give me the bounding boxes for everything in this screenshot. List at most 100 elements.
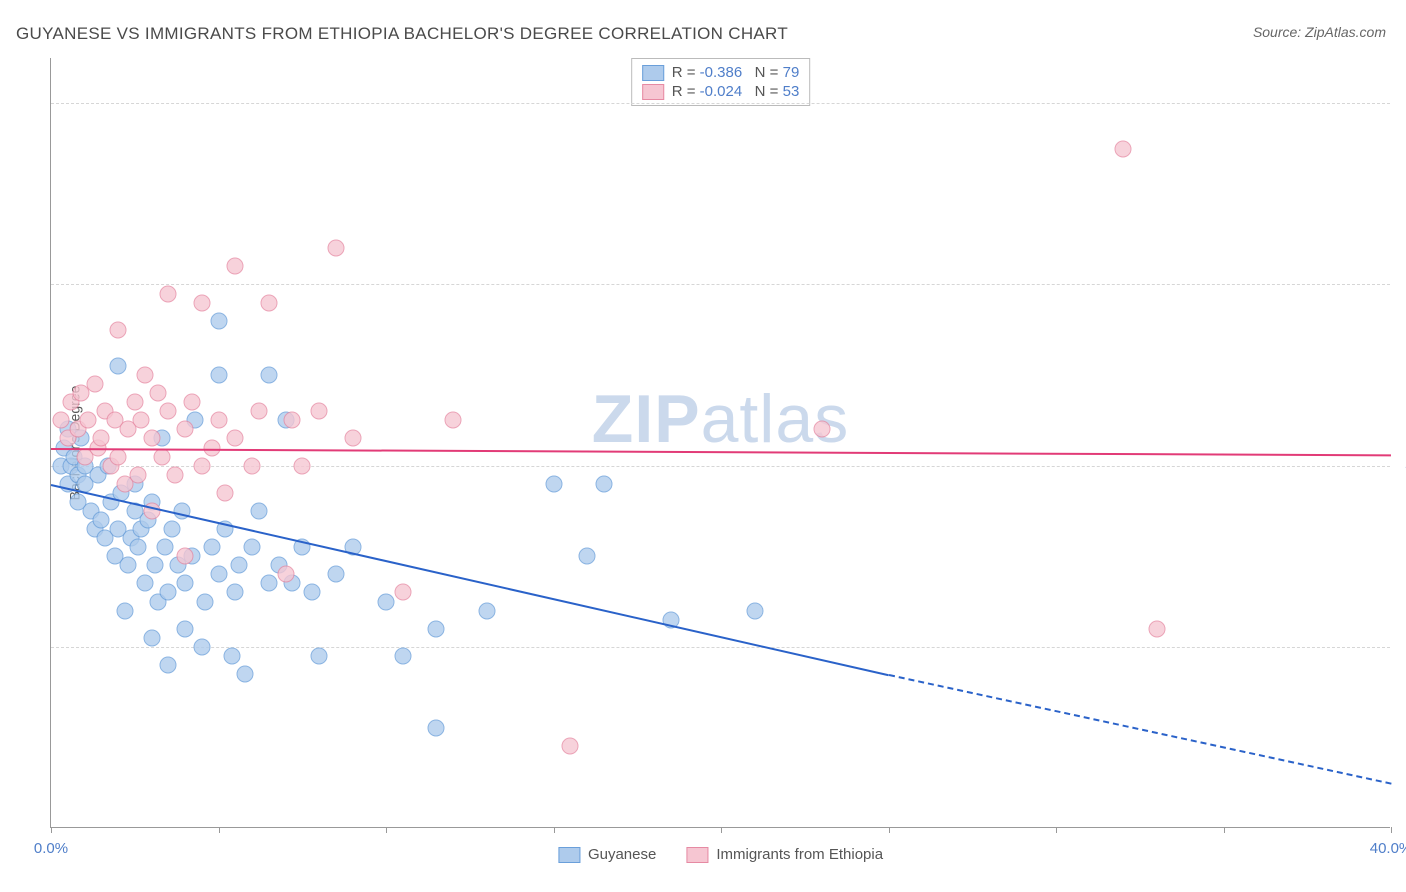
data-point	[1115, 140, 1132, 157]
data-point	[53, 412, 70, 429]
data-point	[150, 385, 167, 402]
data-point	[130, 466, 147, 483]
data-point	[311, 647, 328, 664]
data-point	[260, 575, 277, 592]
data-point	[203, 439, 220, 456]
data-point	[153, 448, 170, 465]
data-point	[110, 321, 127, 338]
data-point	[197, 593, 214, 610]
data-point	[120, 557, 137, 574]
x-tick	[386, 827, 387, 833]
data-point	[130, 539, 147, 556]
data-point	[193, 294, 210, 311]
legend-swatch-guyanese	[642, 65, 664, 81]
x-tick	[219, 827, 220, 833]
stats-legend: R = -0.386 N = 79 R = -0.024 N = 53	[631, 58, 811, 106]
data-point	[260, 367, 277, 384]
data-point	[93, 430, 110, 447]
legend-swatch-guyanese	[558, 847, 580, 863]
chart-title: GUYANESE VS IMMIGRANTS FROM ETHIOPIA BAC…	[16, 24, 788, 44]
stats-text: R = -0.024 N = 53	[672, 83, 800, 100]
data-point	[230, 557, 247, 574]
x-tick	[889, 827, 890, 833]
data-point	[562, 738, 579, 755]
data-point	[160, 584, 177, 601]
data-point	[223, 647, 240, 664]
x-tick	[1056, 827, 1057, 833]
x-tick-label: 40.0%	[1370, 840, 1406, 857]
trend-line	[51, 448, 1391, 456]
data-point	[344, 430, 361, 447]
bottom-legend: Guyanese Immigrants from Ethiopia	[558, 846, 883, 863]
y-tick-label: 80.0%	[1398, 95, 1406, 112]
stats-text: R = -0.386 N = 79	[672, 64, 800, 81]
data-point	[277, 566, 294, 583]
data-point	[746, 602, 763, 619]
data-point	[237, 666, 254, 683]
y-tick-label: 40.0%	[1398, 457, 1406, 474]
data-point	[260, 294, 277, 311]
x-tick	[1391, 827, 1392, 833]
data-point	[177, 575, 194, 592]
data-point	[327, 566, 344, 583]
data-point	[227, 584, 244, 601]
data-point	[244, 457, 261, 474]
stats-row: R = -0.024 N = 53	[642, 82, 800, 101]
y-tick-label: 60.0%	[1398, 276, 1406, 293]
stats-row: R = -0.386 N = 79	[642, 63, 800, 82]
chart-container: GUYANESE VS IMMIGRANTS FROM ETHIOPIA BAC…	[0, 0, 1406, 892]
data-point	[250, 502, 267, 519]
data-point	[210, 412, 227, 429]
data-point	[143, 430, 160, 447]
data-point	[163, 521, 180, 538]
data-point	[445, 412, 462, 429]
data-point	[227, 430, 244, 447]
data-point	[311, 403, 328, 420]
data-point	[126, 394, 143, 411]
data-point	[227, 258, 244, 275]
data-point	[210, 312, 227, 329]
data-point	[428, 720, 445, 737]
data-point	[116, 602, 133, 619]
gridline	[51, 103, 1390, 104]
data-point	[545, 475, 562, 492]
data-point	[133, 412, 150, 429]
data-point	[394, 647, 411, 664]
data-point	[244, 539, 261, 556]
data-point	[193, 638, 210, 655]
data-point	[143, 629, 160, 646]
x-tick	[51, 827, 52, 833]
legend-item-ethiopia: Immigrants from Ethiopia	[686, 846, 883, 863]
data-point	[136, 367, 153, 384]
data-point	[110, 358, 127, 375]
data-point	[79, 412, 96, 429]
legend-swatch-ethiopia	[642, 84, 664, 100]
data-point	[378, 593, 395, 610]
watermark: ZIPatlas	[592, 380, 849, 458]
data-point	[146, 557, 163, 574]
data-point	[428, 620, 445, 637]
data-point	[177, 421, 194, 438]
data-point	[203, 539, 220, 556]
data-point	[160, 403, 177, 420]
data-point	[110, 448, 127, 465]
data-point	[478, 602, 495, 619]
data-point	[217, 484, 234, 501]
data-point	[304, 584, 321, 601]
source-label: Source: ZipAtlas.com	[1253, 24, 1386, 40]
data-point	[210, 566, 227, 583]
data-point	[327, 240, 344, 257]
data-point	[579, 548, 596, 565]
data-point	[160, 285, 177, 302]
data-point	[394, 584, 411, 601]
data-point	[177, 548, 194, 565]
data-point	[193, 457, 210, 474]
data-point	[166, 466, 183, 483]
plot-area: Bachelor's Degree ZIPatlas R = -0.386 N …	[50, 58, 1390, 828]
trend-line	[888, 674, 1391, 785]
data-point	[1148, 620, 1165, 637]
data-point	[156, 539, 173, 556]
data-point	[183, 394, 200, 411]
data-point	[136, 575, 153, 592]
data-point	[93, 512, 110, 529]
